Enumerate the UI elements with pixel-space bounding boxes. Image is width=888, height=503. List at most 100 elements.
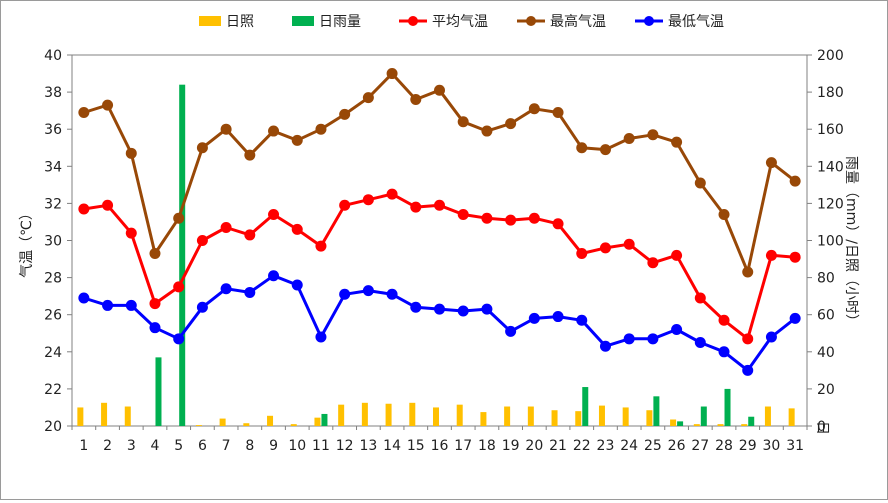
avg-temp-point xyxy=(339,199,351,211)
x-axis: 1 2 3 4 5 6 7 8 9 10 11 12 13 14 15 16 17 18 19 20 21 22 23 24 2… xyxy=(71,426,808,454)
x-axis-tick-label: 27 xyxy=(691,438,709,454)
min-temp-point xyxy=(671,324,683,336)
rainfall-bar xyxy=(700,406,707,426)
max-temp-point xyxy=(765,157,777,169)
avg-temp-point xyxy=(505,214,517,226)
min-temp-point xyxy=(742,364,754,376)
line-series xyxy=(78,68,801,376)
sunshine-bar xyxy=(219,418,226,426)
max-temp-point xyxy=(576,142,588,154)
sunshine-bar xyxy=(101,402,108,426)
sunshine-bar xyxy=(646,410,653,426)
right-axis: 0 20 40 60 80 100 120 140 160 180 200 xyxy=(807,48,844,435)
min-temp-point xyxy=(268,270,280,282)
x-axis-tick-label: 15 xyxy=(407,438,425,454)
avg-temp-point xyxy=(362,194,374,206)
right-axis-tick-label: 60 xyxy=(817,308,835,324)
max-temp-point xyxy=(457,116,469,128)
min-temp-point xyxy=(244,286,256,298)
rainfall-bar xyxy=(724,388,731,426)
sunshine-bar xyxy=(433,407,439,426)
max-temp-line xyxy=(83,72,797,274)
max-temp-point xyxy=(528,103,540,115)
max-temp-point xyxy=(362,92,374,104)
avg-temp-point xyxy=(742,333,754,345)
left-axis-tick-label: 38 xyxy=(44,85,62,101)
x-axis-tick-label: 21 xyxy=(549,438,567,454)
x-axis-tick-label: 8 xyxy=(245,438,254,454)
max-temp-point xyxy=(552,107,564,119)
rainfall-bar xyxy=(321,413,328,426)
left-axis-tick-label: 20 xyxy=(44,419,62,435)
sunshine-bar xyxy=(314,417,321,426)
x-axis-tick-label: 16 xyxy=(431,438,449,454)
x-axis-unit-label: 日 xyxy=(814,421,830,435)
avg-temp-point xyxy=(291,223,303,235)
max-temp-point xyxy=(671,136,683,148)
left-axis-tick-label: 34 xyxy=(44,159,62,175)
x-axis-tick-label: 10 xyxy=(288,438,306,454)
min-temp-point xyxy=(78,292,90,304)
max-temp-point xyxy=(481,125,493,137)
min-temp-point xyxy=(339,288,351,300)
sunshine-bar xyxy=(741,424,748,426)
avg-temp-point xyxy=(671,249,683,261)
left-axis-tick-label: 30 xyxy=(44,234,62,250)
right-axis-tick-label: 120 xyxy=(817,196,844,212)
avg-temp-line xyxy=(83,192,796,341)
sunshine-bar xyxy=(267,415,274,426)
legend: 日照 日雨量 平均气温 最高气温 最低气温 xyxy=(199,13,724,30)
avg-temp-point xyxy=(718,314,730,326)
sunshine-bar xyxy=(338,404,345,426)
avg-temp-point xyxy=(196,235,208,246)
left-axis-tick-label: 36 xyxy=(44,122,62,138)
min-temp-point xyxy=(434,303,445,315)
max-temp-point xyxy=(291,134,303,146)
avg-temp-point xyxy=(576,247,588,259)
right-axis-tick-label: 40 xyxy=(817,345,835,361)
x-axis-tick-label: 12 xyxy=(336,438,354,454)
min-temp-line xyxy=(83,274,797,372)
min-temp-point xyxy=(410,301,422,313)
x-axis-tick-label: 3 xyxy=(127,438,136,454)
sunshine-bar xyxy=(788,408,795,426)
left-axis-tick-label: 22 xyxy=(44,382,62,398)
sunshine-bar xyxy=(622,407,629,426)
left-axis-tick-label: 28 xyxy=(44,271,62,287)
min-temp-point xyxy=(125,299,137,311)
sunshine-bar xyxy=(598,405,605,426)
x-axis-tick-label: 25 xyxy=(644,438,662,454)
rainfall-bar xyxy=(179,84,186,427)
sunshine-bar xyxy=(124,406,131,426)
x-axis-tick-label: 14 xyxy=(383,438,401,454)
max-temp-point xyxy=(149,247,161,259)
max-temp-point xyxy=(220,123,232,135)
avg-temp-point xyxy=(623,238,635,250)
avg-temp-point xyxy=(481,212,493,224)
min-temp-point xyxy=(718,346,730,358)
rainfall-bar xyxy=(582,387,589,426)
max-temp-point xyxy=(339,108,351,120)
sunshine-bar xyxy=(551,410,558,426)
avg-temp-point xyxy=(244,229,256,241)
x-axis-tick-label: 13 xyxy=(359,438,377,454)
min-temp-point xyxy=(789,312,801,324)
sunshine-bar xyxy=(480,412,487,426)
x-axis-tick-label: 30 xyxy=(763,438,781,454)
max-temp-point xyxy=(244,149,256,161)
avg-temp-point xyxy=(386,188,398,200)
sunshine-bar xyxy=(385,403,392,426)
max-temp-point xyxy=(125,147,137,159)
x-axis-tick-label: 31 xyxy=(786,438,804,454)
max-temp-point xyxy=(599,144,611,156)
max-temp-point xyxy=(718,209,730,221)
min-temp-point xyxy=(315,331,327,343)
right-axis-tick-label: 200 xyxy=(817,48,844,64)
max-temp-point xyxy=(434,84,445,96)
min-temp-point xyxy=(623,333,635,345)
x-axis-tick-label: 7 xyxy=(222,438,231,454)
avg-temp-point xyxy=(220,222,232,234)
rainfall-bar xyxy=(653,396,660,426)
sunshine-bar xyxy=(195,425,202,426)
